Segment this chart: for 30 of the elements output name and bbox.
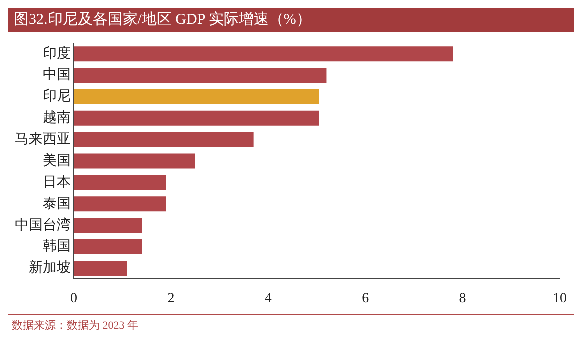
y-tick-label: 印尼	[43, 88, 71, 105]
source-note: 数据来源：数据为 2023 年	[11, 319, 140, 334]
y-tick-label: 泰国	[43, 196, 71, 212]
y-tick-label: 越南	[43, 110, 71, 126]
y-tick-label: 美国	[43, 152, 71, 169]
y-tick-label: 中国	[43, 67, 71, 84]
bar	[74, 154, 196, 169]
bar	[74, 196, 166, 212]
bar	[74, 89, 320, 104]
y-tick-label: 日本	[43, 174, 71, 190]
bar	[74, 260, 128, 276]
chart-title: 图32.印尼及各国家/地区 GDP 实际增速（%）	[8, 8, 574, 32]
bar	[74, 175, 166, 190]
bar	[74, 132, 254, 148]
y-tick-label: 印度	[43, 46, 71, 62]
x-tick-label: 6	[362, 291, 370, 306]
bar	[74, 218, 142, 234]
x-tick-label: 0	[70, 291, 78, 306]
x-tick-label: 10	[553, 291, 567, 306]
bar	[74, 110, 320, 126]
x-tick-label: 2	[168, 291, 175, 306]
y-tick-label: 韩国	[43, 238, 71, 255]
y-tick-label: 新加坡	[29, 260, 71, 276]
y-tick-label: 中国台湾	[15, 217, 71, 234]
bar	[74, 46, 454, 62]
x-tick-label: 4	[264, 291, 272, 306]
x-tick-label: 8	[459, 291, 466, 306]
y-tick-label: 马来西亚	[15, 132, 71, 148]
bar	[74, 68, 327, 84]
bar	[74, 240, 142, 255]
